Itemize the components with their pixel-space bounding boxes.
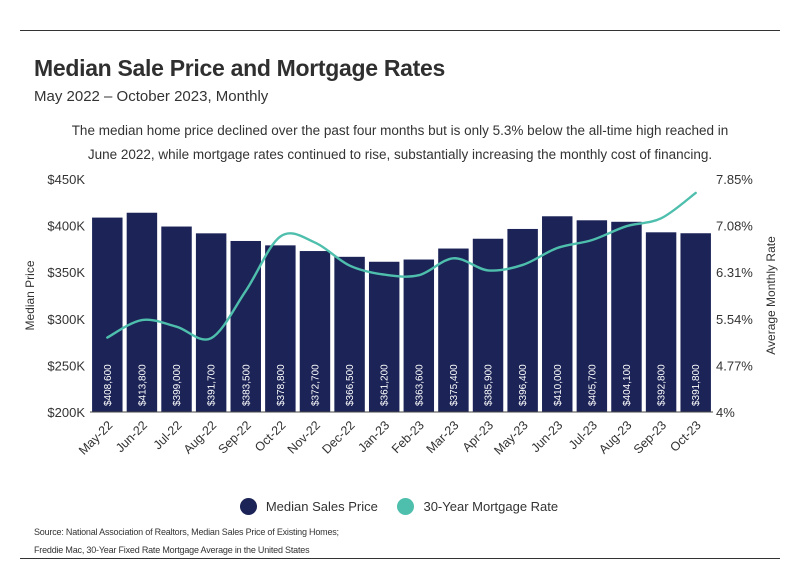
y-right-tick-label: 4%: [716, 405, 735, 420]
x-tick-label: Jul-23: [566, 418, 600, 452]
bar: [438, 248, 469, 412]
bar-data-label: $366,500: [345, 364, 356, 406]
bar: [680, 233, 711, 412]
legend-label-price: Median Sales Price: [265, 499, 378, 514]
bar: [576, 220, 608, 412]
bar: [195, 233, 227, 412]
bar-data-label: $361,200: [380, 364, 391, 406]
bar: [92, 217, 123, 412]
x-tick-label: Feb-23: [389, 418, 427, 456]
bar: [611, 221, 642, 412]
bar-data-label: $408,600: [103, 364, 114, 406]
bar-data-label: $404,100: [622, 364, 633, 406]
bar: [368, 261, 400, 412]
bar-data-label: $363,600: [414, 364, 425, 406]
y-right-tick-label: 4.77%: [716, 358, 753, 373]
legend-swatch-price: [239, 498, 257, 515]
legend: Median Sales Price 30-Year Mortgage Rate: [0, 498, 798, 518]
bar-data-label: $413,800: [137, 364, 148, 406]
y-right-tick-label: 7.08%: [716, 219, 753, 234]
source-line-1: Source: National Association of Realtors…: [34, 527, 339, 537]
chart-subtitle: May 2022 – October 2023, Monthly: [34, 88, 269, 105]
y-left-tick-label: $250K: [47, 358, 85, 373]
bar-data-label: $375,400: [449, 364, 460, 406]
bar: [230, 240, 261, 412]
x-tick-label: Jan-23: [355, 418, 392, 455]
legend-item-rate: 30-Year Mortgage Rate: [397, 498, 558, 515]
bar-data-label: $378,800: [276, 364, 287, 406]
bar-data-label: $410,000: [553, 364, 564, 406]
x-tick-label: May-22: [76, 418, 115, 457]
x-tick-label: Jul-22: [151, 418, 185, 452]
x-tick-label: Sep-22: [215, 418, 253, 456]
x-tick-label: Sep-23: [631, 418, 669, 456]
legend-item-price: Median Sales Price: [239, 498, 378, 515]
legend-label-rate: 30-Year Mortgage Rate: [423, 499, 559, 514]
y-left-tick-label: $450K: [47, 172, 85, 187]
bar: [161, 226, 192, 412]
top-rule: [20, 30, 780, 31]
bar: [126, 212, 158, 412]
y-right-tick-label: 7.85%: [716, 172, 753, 187]
x-tick-label: Mar-23: [424, 418, 462, 456]
bar-data-label: $372,700: [310, 364, 321, 406]
y-left-tick-label: $300K: [47, 312, 85, 327]
bar-data-label: $391,800: [691, 364, 702, 406]
x-tick-label: Apr-23: [460, 418, 496, 454]
x-tick-label: Nov-22: [285, 418, 323, 456]
bar-data-label: $383,500: [241, 364, 252, 406]
mortgage-rate-line: [106, 191, 697, 341]
x-tick-label: Oct-23: [667, 418, 703, 454]
bar: [299, 251, 331, 412]
bar-data-label: $385,900: [484, 364, 495, 406]
y-right-tick-label: 6.31%: [716, 265, 753, 280]
bar-data-label: $399,000: [172, 364, 183, 406]
bottom-rule: [20, 558, 780, 559]
bar: [403, 259, 435, 412]
x-tick-label: Oct-22: [252, 418, 288, 454]
x-tick-label: Jun-22: [113, 418, 150, 455]
x-tick-label: Jun-23: [528, 418, 565, 455]
y-right-tick-label: 5.54%: [716, 312, 753, 327]
bar-data-label: $391,700: [207, 364, 218, 406]
bar-data-label: $392,800: [657, 364, 668, 406]
y-left-tick-label: $400K: [47, 219, 85, 234]
bar: [645, 232, 677, 412]
x-tick-label: Aug-23: [596, 418, 634, 456]
bar: [334, 256, 365, 412]
chart-title: Median Sale Price and Mortgage Rates: [34, 55, 445, 81]
chart-description: The median home price declined over the …: [71, 123, 729, 162]
x-tick-label: Aug-22: [181, 418, 219, 456]
bar-data-label: $405,700: [587, 364, 598, 406]
y-left-tick-label: $350K: [47, 265, 85, 280]
bar-data-label: $396,400: [518, 364, 529, 406]
y-left-axis-title: Median Price: [23, 260, 37, 330]
x-tick-label: Dec-22: [319, 418, 357, 456]
y-right-axis-title: Average Monthly Rate: [764, 236, 778, 355]
source-line-2: Freddie Mac, 30-Year Fixed Rate Mortgage…: [34, 545, 310, 555]
bar: [265, 245, 296, 412]
y-left-tick-label: $200K: [47, 405, 85, 420]
legend-swatch-rate: [397, 498, 415, 515]
x-tick-label: May-23: [491, 418, 530, 457]
